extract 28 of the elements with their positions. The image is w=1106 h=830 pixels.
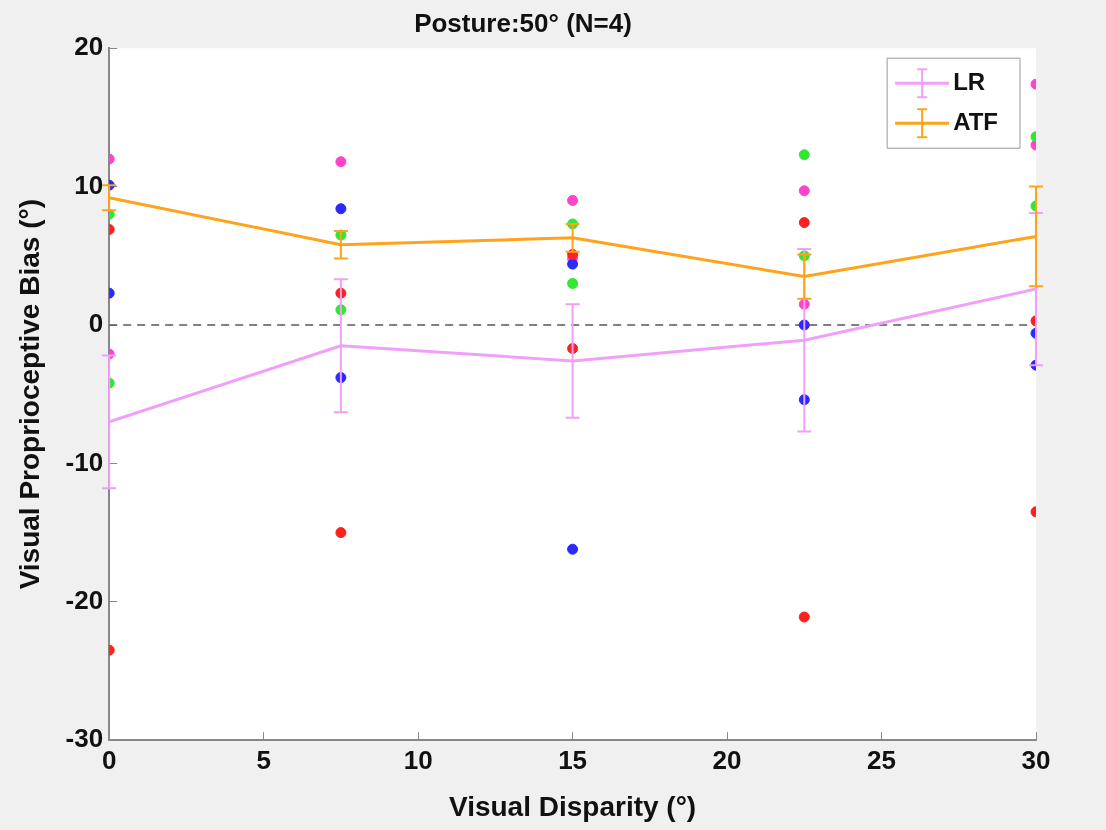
- point: [567, 277, 579, 289]
- x-tick-label: 25: [867, 744, 896, 775]
- y-tick-label: 0: [88, 308, 104, 339]
- x-axis-title: Visual Disparity (°): [448, 790, 697, 822]
- point: [567, 194, 579, 206]
- y-tick-label: 20: [74, 31, 104, 62]
- point: [335, 156, 347, 168]
- chart-title: Posture:50° (N=4): [414, 7, 632, 38]
- x-tick-label: 30: [1021, 744, 1051, 775]
- y-tick-label: -20: [65, 584, 104, 615]
- point: [567, 258, 579, 270]
- y-axis-title: Visual Proprioceptive Bias (°): [13, 199, 45, 590]
- point: [798, 185, 810, 197]
- point: [798, 217, 810, 229]
- legend-label: LR: [953, 67, 986, 95]
- point: [335, 527, 347, 539]
- point: [798, 149, 810, 161]
- y-tick-label: -10: [65, 446, 104, 477]
- point: [567, 543, 579, 555]
- y-tick-label: -30: [65, 723, 104, 754]
- legend-label: ATF: [953, 107, 998, 135]
- point: [335, 203, 347, 215]
- point: [798, 611, 810, 623]
- x-tick-label: 20: [712, 744, 742, 775]
- x-tick-label: 10: [403, 744, 433, 775]
- x-tick-label: 5: [256, 744, 271, 775]
- y-tick-label: 10: [74, 169, 104, 200]
- x-tick-label: 15: [558, 744, 588, 775]
